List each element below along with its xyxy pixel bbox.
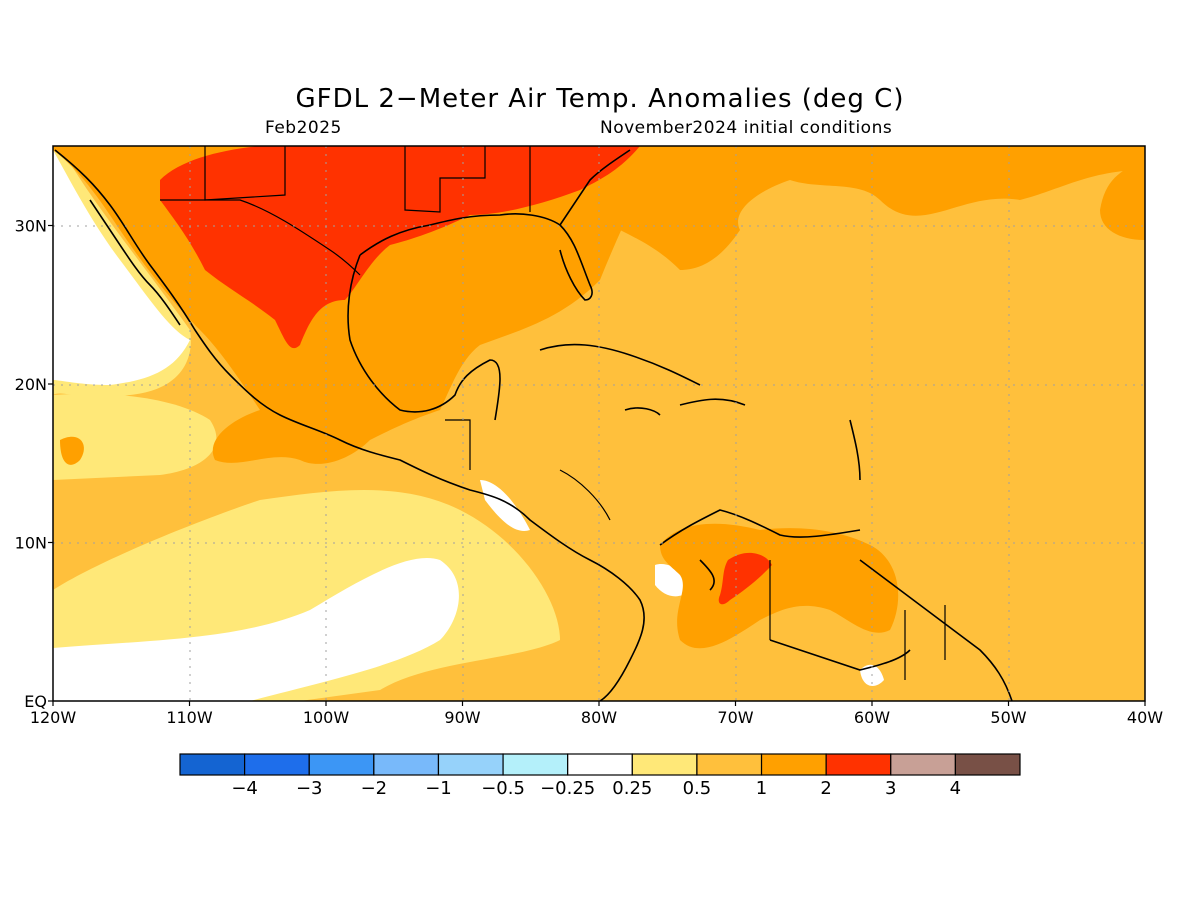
colorbar-tick-label: 0.25: [612, 778, 652, 799]
colorbar-bin: [437, 753, 504, 776]
graticule: [53, 146, 1145, 701]
colorbar-tick-label: 2: [820, 778, 831, 799]
lon-label: 80W: [581, 708, 617, 727]
colorbar-bin: [825, 753, 892, 776]
colorbar-tick-label: 1: [756, 778, 767, 799]
map-title: GFDL 2−Meter Air Temp. Anomalies (deg C): [295, 84, 905, 114]
coastlines: [54, 149, 1013, 701]
colorbar-labels: −4 −3 −2 −1 −0.5 −0.25 0.25 0.5 1 2 3 4: [231, 778, 961, 799]
borders: [160, 146, 946, 680]
colorbar-bin: [244, 753, 310, 776]
colorbar-tick-label: −0.25: [540, 778, 595, 799]
lon-label: 50W: [990, 708, 1026, 727]
lat-label: EQ: [24, 692, 47, 711]
axis-ticks: [48, 224, 1146, 706]
valid-month-label: Feb2025: [265, 118, 342, 138]
lat-label: 30N: [15, 217, 47, 236]
colorbar: [179, 753, 1021, 776]
lon-label: 100W: [303, 708, 350, 727]
lat-label: 10N: [15, 534, 47, 553]
colorbar-tick-label: 4: [950, 778, 961, 799]
colorbar-bin: [760, 753, 827, 776]
colorbar-bin: [502, 753, 569, 776]
lon-label: 110W: [166, 708, 213, 727]
colorbar-bin: [631, 753, 698, 776]
lon-label: 60W: [854, 708, 890, 727]
colorbar-tick-label: −2: [361, 778, 388, 799]
colorbar-tick-label: −4: [231, 778, 258, 799]
colorbar-bin: [890, 753, 956, 776]
lon-label: 70W: [717, 708, 753, 727]
lon-label: 40W: [1127, 708, 1163, 727]
colorbar-bin: [373, 753, 440, 776]
initial-conditions-label: November2024 initial conditions: [600, 118, 893, 138]
latitude-labels: EQ 10N 20N 30N: [15, 217, 47, 712]
colorbar-bin: [179, 753, 246, 776]
lat-label: 20N: [15, 375, 47, 394]
colorbar-bin: [308, 753, 375, 776]
colorbar-bin: [567, 753, 633, 776]
longitude-labels: 120W 110W 100W 90W 80W 70W 60W 50W 40W: [30, 708, 1163, 727]
lon-label: 90W: [444, 708, 480, 727]
colorbar-bin: [696, 753, 763, 776]
lon-label: 120W: [30, 708, 77, 727]
colorbar-tick-label: 3: [885, 778, 896, 799]
anomaly-field: [53, 146, 1145, 701]
colorbar-bin: [954, 753, 1021, 776]
colorbar-tick-label: −0.5: [481, 778, 525, 799]
colorbar-tick-label: −1: [425, 778, 452, 799]
colorbar-tick-label: 0.5: [683, 778, 712, 799]
colorbar-tick-label: −3: [296, 778, 323, 799]
